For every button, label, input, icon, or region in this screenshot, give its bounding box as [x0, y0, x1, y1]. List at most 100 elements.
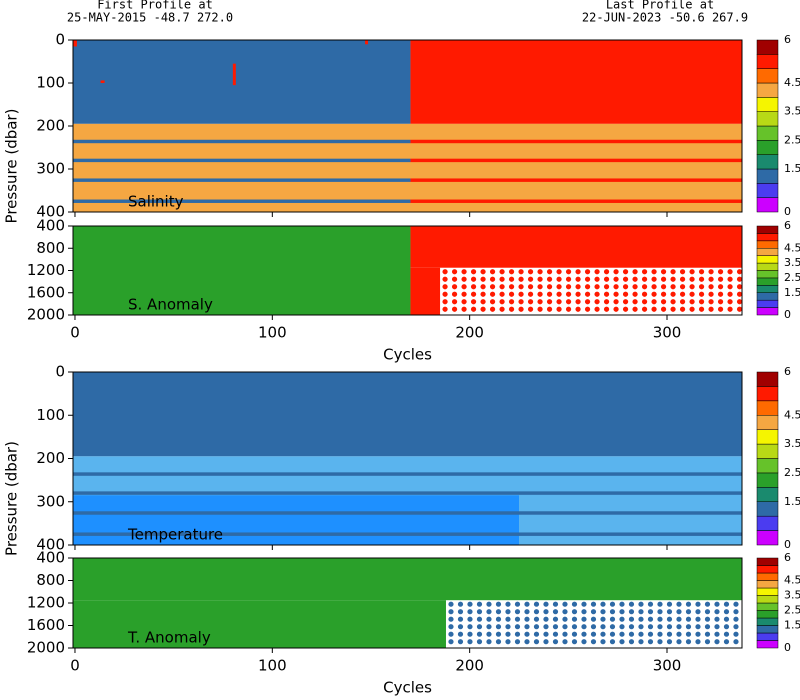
flag-cell — [73, 123, 742, 212]
colorbar-label: 4.5 — [784, 408, 800, 421]
flag-dot — [714, 601, 720, 607]
y-tick-label: 400 — [36, 203, 65, 221]
flag-dot — [584, 291, 591, 297]
flag-dot — [518, 284, 524, 290]
y-tick-label: 400 — [36, 549, 65, 567]
flag-cell — [410, 178, 742, 182]
y-tick-label: 2000 — [27, 306, 65, 324]
flag-dot — [714, 609, 720, 615]
colorbar-label: 1.5 — [784, 162, 800, 175]
flag-dot — [609, 601, 616, 607]
flag-dot — [708, 291, 714, 297]
flag-dot — [666, 639, 673, 645]
colorbar-label: 6 — [784, 365, 791, 378]
flag-dot — [448, 616, 454, 622]
colorbar-band — [756, 183, 779, 198]
flag-dot — [489, 306, 496, 312]
flag-dot — [613, 269, 619, 275]
flag-dot — [698, 269, 705, 275]
flag-dot — [537, 269, 543, 275]
flag-dot — [603, 299, 610, 305]
flag-dot — [723, 631, 730, 637]
flag-dot — [600, 609, 606, 615]
flag-dot — [666, 631, 673, 637]
flag-dot — [695, 639, 701, 645]
flag-dot — [571, 631, 578, 637]
flag-dot — [704, 609, 711, 615]
flag-dot — [470, 284, 477, 290]
flag-dot — [689, 299, 695, 305]
flag-dot — [632, 299, 638, 305]
flag-dot — [641, 299, 648, 305]
flag-dot — [594, 299, 600, 305]
y-tick-label: 0 — [55, 31, 65, 49]
flag-dot — [600, 639, 606, 645]
colorbar-label: 2.5 — [784, 466, 800, 479]
flag-dot — [622, 269, 629, 275]
flag-dot — [651, 306, 657, 312]
x-tick-label: 300 — [653, 657, 682, 675]
flag-dot — [628, 624, 635, 630]
flag-dot — [467, 609, 473, 615]
flag-dot — [638, 609, 644, 615]
flag-dot — [527, 269, 534, 275]
colorbar-band — [756, 371, 779, 387]
flag-dot — [442, 276, 448, 282]
flag-dot — [603, 306, 610, 312]
colorbar-band — [756, 458, 779, 474]
flag-dot — [448, 639, 454, 645]
flag-dot — [708, 269, 714, 275]
flag-dot — [670, 276, 676, 282]
flag-dot — [571, 601, 578, 607]
flag-dot — [451, 299, 458, 305]
flag-dot — [556, 299, 562, 305]
flag-dot — [685, 631, 692, 637]
flag-dot — [575, 291, 581, 297]
flag-dot — [565, 284, 572, 290]
flag-dot — [660, 276, 667, 282]
flag-dot — [676, 616, 682, 622]
flag-dot — [562, 616, 568, 622]
flag-dot — [647, 601, 654, 607]
flag-cell — [73, 532, 742, 536]
flag-dot — [552, 601, 559, 607]
flag-dot — [514, 616, 521, 622]
flag-dot — [486, 639, 492, 645]
flag-dot — [717, 269, 724, 275]
colorbar-band — [756, 255, 779, 264]
flag-dot — [670, 269, 676, 275]
flag-dot — [628, 616, 635, 622]
flag-cell — [232, 63, 236, 86]
flag-dot — [736, 291, 742, 297]
flag-cell — [410, 267, 441, 315]
colorbar-band — [756, 197, 779, 213]
colorbar-band — [756, 307, 779, 316]
flag-cell — [73, 40, 77, 47]
flag-dot — [628, 601, 635, 607]
flag-dot — [685, 609, 692, 615]
colorbar-band — [756, 277, 779, 286]
flag-dot — [533, 639, 540, 645]
flag-dot — [565, 299, 572, 305]
colorbar-band — [756, 487, 779, 503]
flag-dot — [727, 276, 733, 282]
colorbar-band — [756, 617, 779, 626]
flag-dot — [647, 616, 654, 622]
flag-dot — [622, 299, 629, 305]
flag-dot — [514, 631, 521, 637]
flag-dot — [594, 269, 600, 275]
flag-dot — [619, 624, 625, 630]
x-tick-label: 200 — [455, 324, 484, 342]
colorbar-label: 2.5 — [784, 271, 800, 284]
flag-dot — [552, 639, 559, 645]
flag-dot — [657, 601, 663, 607]
flag-dot — [714, 624, 720, 630]
flag-dot — [508, 306, 515, 312]
flag-dot — [508, 299, 515, 305]
flag-dot — [461, 284, 467, 290]
colorbar-band — [756, 54, 779, 69]
flag-dot — [708, 276, 714, 282]
flag-dot — [704, 631, 711, 637]
flag-dot — [457, 609, 464, 615]
flag-dot — [514, 624, 521, 630]
